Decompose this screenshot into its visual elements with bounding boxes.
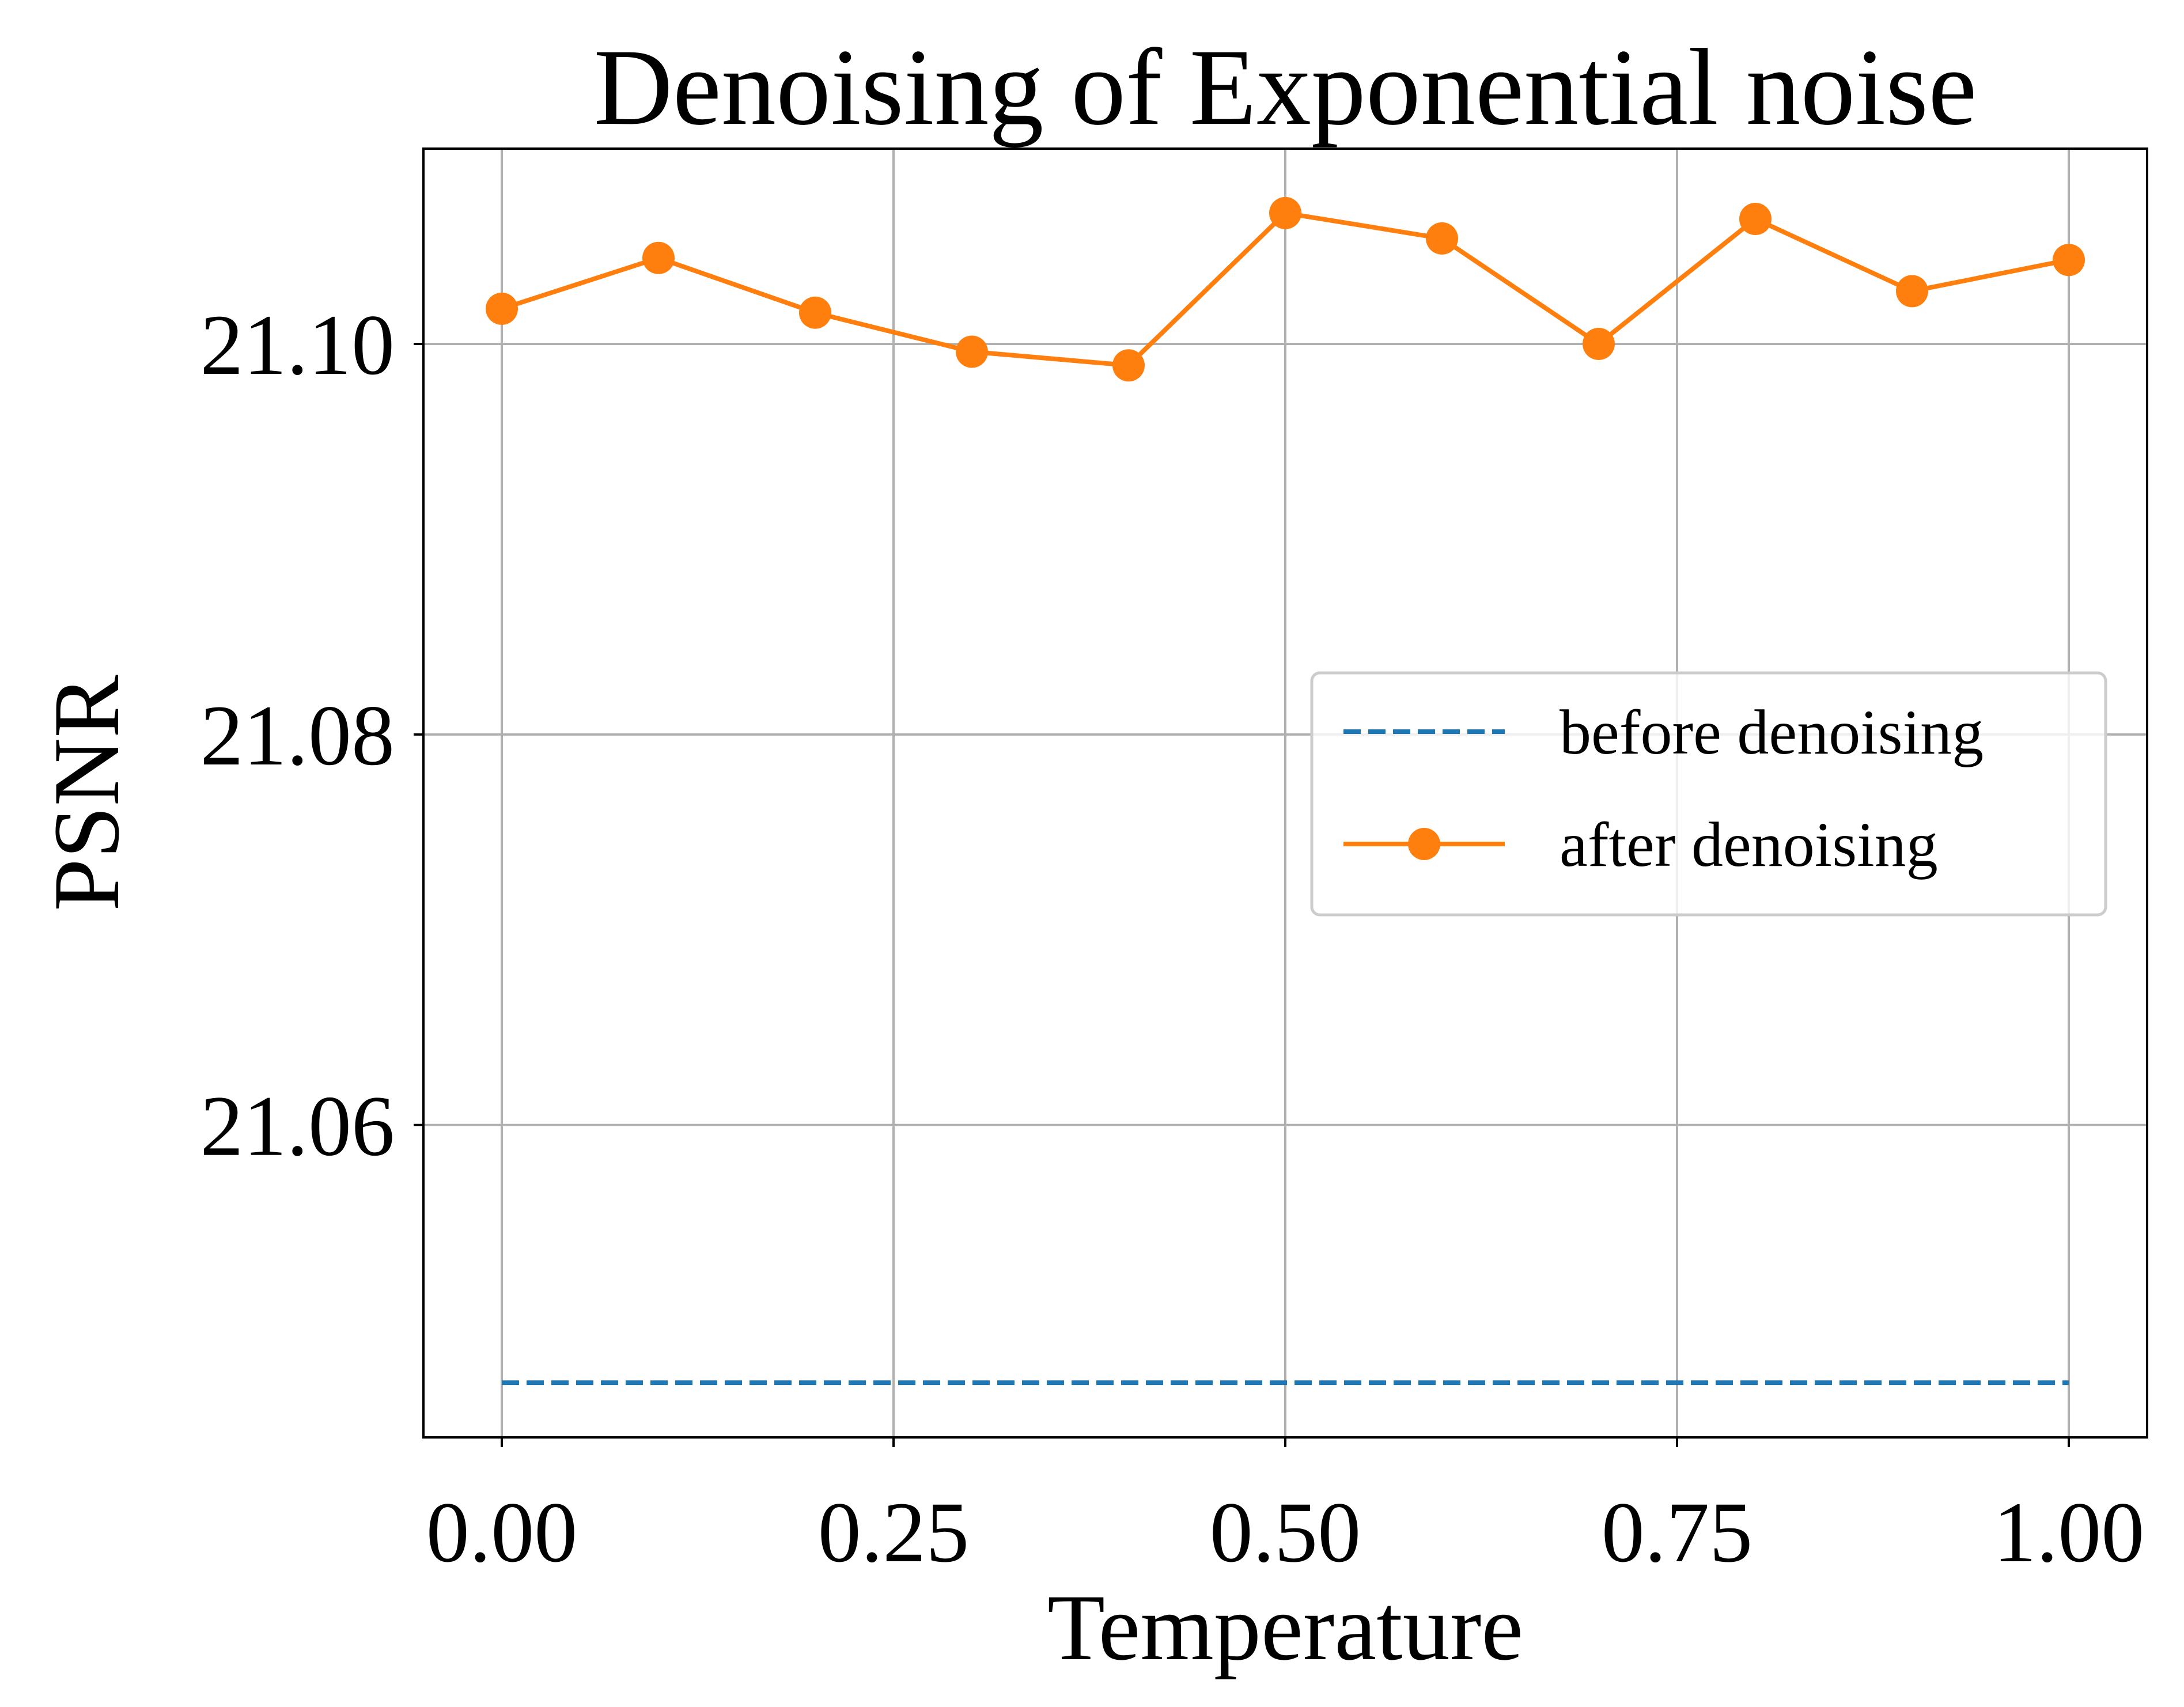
tick-layer: 0.00 0.25 0.50 0.75 1.00 21.06 21.08 21.10 bbox=[200, 297, 2145, 1580]
data-point-after-denoising bbox=[1269, 196, 1301, 229]
legend-box bbox=[1310, 671, 2107, 917]
series-layer bbox=[486, 196, 2085, 1386]
data-point-after-denoising bbox=[2053, 244, 2085, 277]
data-point-after-denoising bbox=[956, 335, 988, 368]
data-point-after-denoising bbox=[642, 241, 675, 274]
data-point-after-denoising bbox=[1112, 349, 1145, 382]
legend-marker-after-denoising bbox=[1408, 828, 1440, 860]
y-axis-label: PSNR bbox=[35, 675, 139, 911]
data-point-after-denoising bbox=[1583, 327, 1615, 360]
data-point-after-denoising bbox=[486, 292, 518, 325]
legend-label-before-denoising: before denoising bbox=[1560, 697, 1984, 767]
x-tick-label: 0.25 bbox=[818, 1485, 970, 1580]
legend: before denoising after denoising bbox=[1310, 671, 2107, 917]
x-axis-label: Temperature bbox=[1047, 1576, 1523, 1680]
data-point-after-denoising bbox=[1426, 222, 1458, 255]
x-tick-label: 0.50 bbox=[1210, 1485, 1361, 1580]
data-point-after-denoising bbox=[1896, 275, 1928, 308]
data-point-after-denoising bbox=[1739, 203, 1772, 236]
y-tick-label: 21.06 bbox=[200, 1078, 395, 1174]
x-tick-label: 1.00 bbox=[1993, 1485, 2145, 1580]
x-tick-label: 0.75 bbox=[1602, 1485, 1753, 1580]
x-tick-label: 0.00 bbox=[426, 1485, 578, 1580]
y-tick-label: 21.10 bbox=[200, 297, 395, 393]
chart-title: Denoising of Exponential noise bbox=[594, 27, 1977, 148]
data-point-after-denoising bbox=[799, 296, 831, 329]
y-tick-label: 21.08 bbox=[200, 688, 395, 784]
legend-label-after-denoising: after denoising bbox=[1560, 809, 1938, 880]
